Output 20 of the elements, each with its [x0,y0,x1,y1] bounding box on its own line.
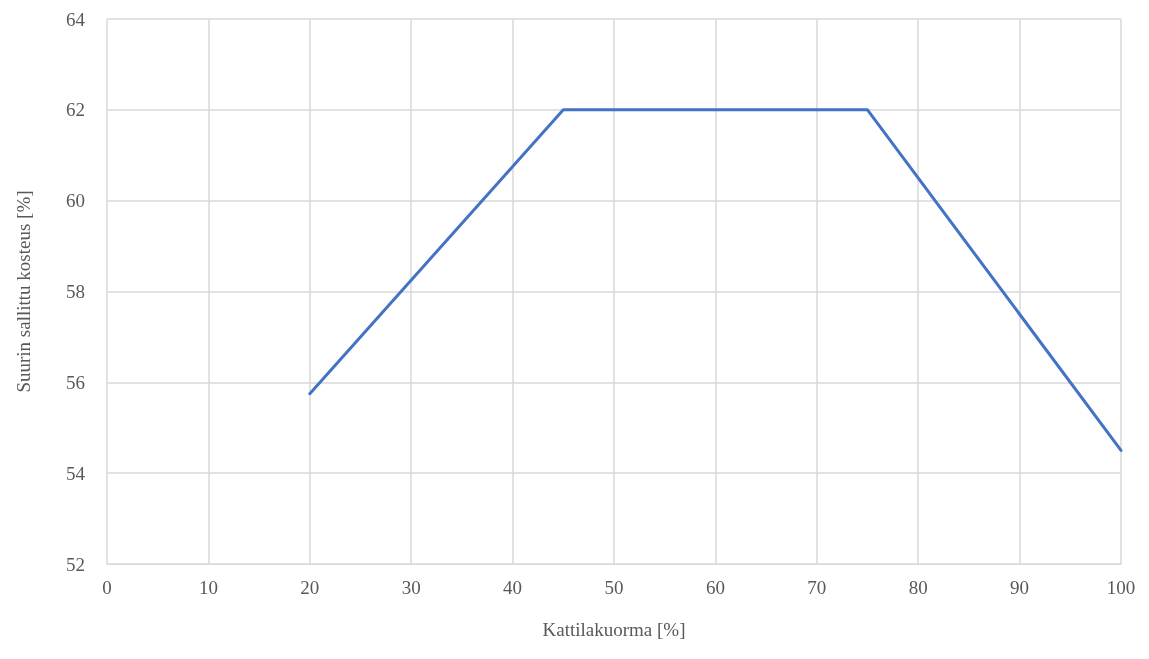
y-axis-title: Suurin sallittu kosteus [%] [13,190,34,393]
x-tick-label: 10 [198,577,218,598]
x-tick-label: 80 [908,577,928,598]
x-tick-label: 60 [705,577,725,598]
y-tick-label: 62 [66,99,85,121]
y-tick-label: 52 [66,553,85,575]
x-tick-label: 40 [503,577,523,598]
y-tick-label: 60 [66,190,85,212]
x-tick-label: 20 [300,577,320,598]
y-tick-label: 58 [66,281,85,302]
x-tick-label: 0 [102,577,112,598]
x-tick-label: 50 [604,577,624,598]
y-tick-label: 54 [66,462,86,484]
y-tick-label: 56 [66,371,85,393]
x-tick-label: 90 [1010,577,1030,598]
y-tick-label: 64 [66,8,86,30]
x-tick-label: 100 [1106,577,1136,598]
x-axis-title: Kattilakuorma [%] [542,619,686,640]
x-tick-label: 30 [401,577,421,598]
x-tick-label: 70 [807,577,827,598]
